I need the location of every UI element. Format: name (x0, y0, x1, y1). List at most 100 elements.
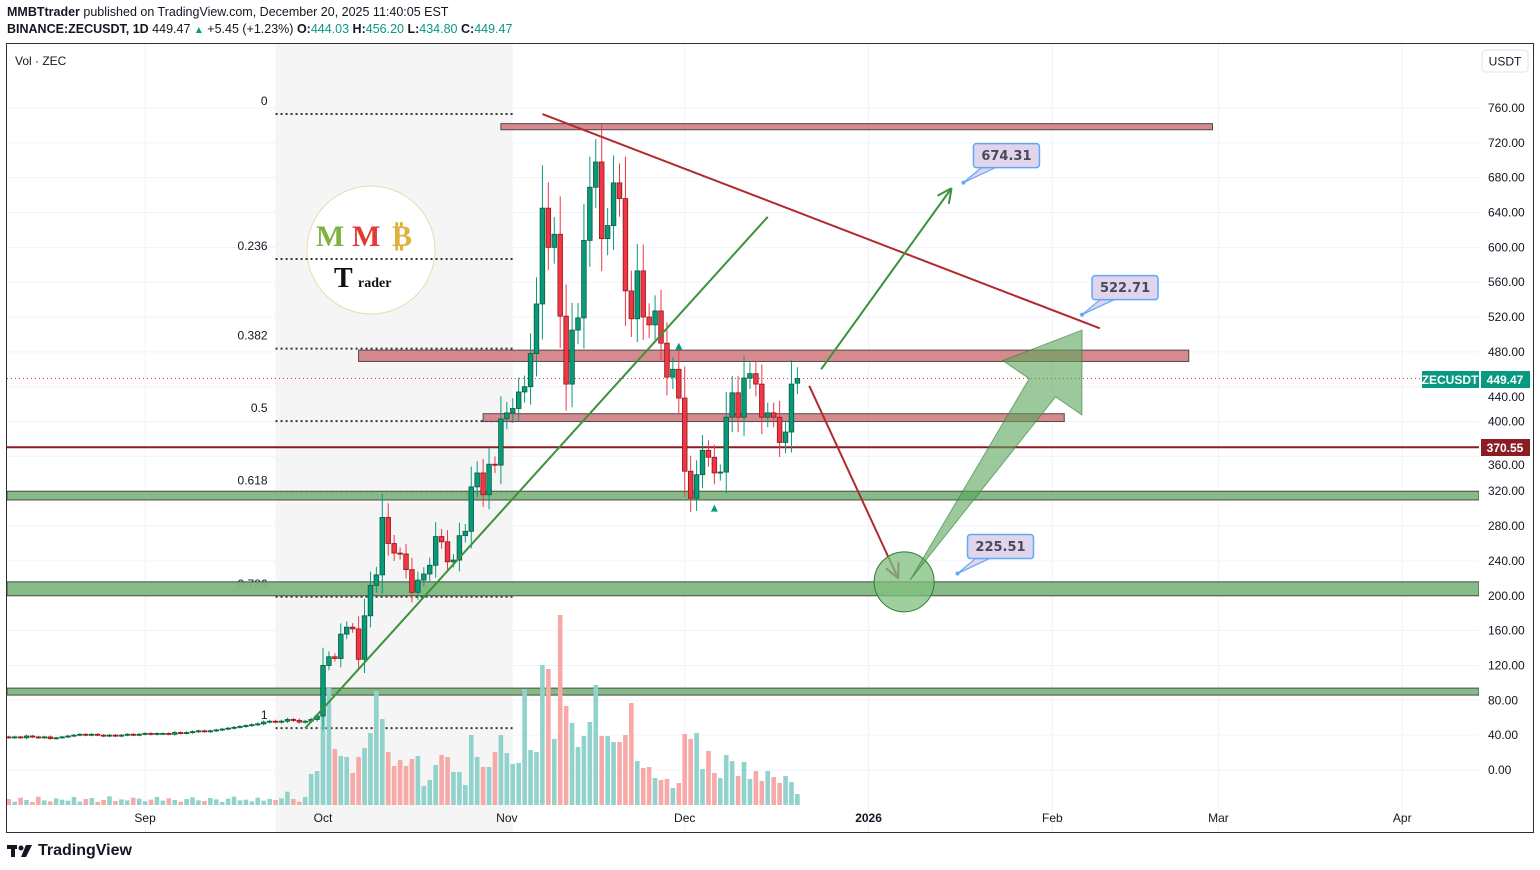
candle[interactable] (243, 724, 249, 728)
price-callout[interactable]: 522.71 (1080, 274, 1159, 317)
candle[interactable] (527, 333, 534, 405)
candle[interactable] (41, 735, 47, 739)
candle[interactable] (492, 456, 498, 473)
green-zone[interactable] (7, 687, 1479, 696)
candle[interactable] (136, 733, 142, 737)
plot-area[interactable]: MM₿Trader00.2360.3820.50.6180.7861674.31… (0, 44, 1479, 832)
candle[interactable] (409, 557, 415, 603)
candle[interactable] (59, 735, 65, 739)
candle[interactable] (415, 571, 421, 600)
candle[interactable] (385, 503, 391, 556)
candle[interactable] (403, 543, 409, 579)
candle[interactable] (658, 289, 664, 362)
candle[interactable] (563, 284, 569, 411)
candle[interactable] (711, 444, 718, 485)
red-zone[interactable] (358, 349, 1190, 362)
candle[interactable] (438, 529, 445, 549)
candle[interactable] (693, 460, 700, 511)
red-trendline[interactable] (542, 113, 1101, 330)
candle[interactable] (634, 244, 640, 343)
candle[interactable] (539, 165, 546, 340)
candle[interactable] (759, 364, 765, 435)
candle[interactable] (11, 735, 18, 739)
price-callout[interactable]: 225.51 (955, 533, 1035, 576)
candle[interactable] (35, 735, 42, 739)
candle[interactable] (361, 598, 368, 674)
candle[interactable] (284, 717, 291, 723)
candle[interactable] (747, 362, 753, 389)
candle[interactable] (604, 208, 611, 256)
candle[interactable] (100, 734, 107, 738)
candle[interactable] (545, 182, 552, 271)
candle[interactable] (486, 447, 492, 510)
green-zone[interactable] (7, 581, 1479, 597)
candle[interactable] (480, 458, 486, 508)
candle[interactable] (172, 731, 178, 736)
candle[interactable] (521, 375, 528, 403)
candle[interactable] (557, 196, 563, 348)
candle[interactable] (782, 420, 789, 454)
candle[interactable] (29, 734, 36, 738)
candle[interactable] (231, 725, 237, 730)
candle[interactable] (344, 621, 350, 640)
candle[interactable] (272, 719, 279, 724)
candle[interactable] (776, 400, 783, 457)
candle[interactable] (71, 734, 77, 738)
candle[interactable] (338, 623, 344, 668)
candle[interactable] (397, 547, 403, 560)
candle[interactable] (112, 734, 119, 738)
candle[interactable] (47, 735, 53, 740)
candle[interactable] (118, 734, 125, 738)
candle[interactable] (622, 156, 629, 326)
candle[interactable] (551, 216, 557, 264)
candle[interactable] (670, 356, 676, 389)
candle[interactable] (587, 156, 593, 267)
candle[interactable] (106, 734, 113, 738)
author-name[interactable]: MMBTtrader (7, 5, 80, 19)
candle[interactable] (664, 322, 670, 396)
candle[interactable] (569, 302, 575, 408)
candle[interactable] (249, 723, 255, 727)
candle[interactable] (130, 733, 136, 737)
candle[interactable] (373, 566, 380, 593)
candle[interactable] (207, 729, 214, 733)
candle[interactable] (326, 651, 332, 671)
candle[interactable] (17, 735, 24, 739)
candle[interactable] (255, 722, 261, 727)
candle[interactable] (160, 732, 166, 735)
candle[interactable] (266, 719, 273, 724)
candle[interactable] (699, 434, 706, 489)
candle[interactable] (682, 366, 688, 497)
candle[interactable] (154, 732, 160, 736)
candle[interactable] (148, 732, 154, 736)
red-zone[interactable] (500, 123, 1213, 131)
candle[interactable] (391, 534, 397, 561)
candle[interactable] (142, 732, 148, 736)
candle[interactable] (610, 155, 617, 250)
candle[interactable] (444, 530, 451, 573)
candle[interactable] (183, 731, 190, 735)
candle[interactable] (225, 726, 231, 731)
candle[interactable] (593, 139, 599, 209)
candle[interactable] (770, 402, 777, 428)
candle[interactable] (427, 557, 433, 582)
candle[interactable] (456, 522, 463, 572)
big-green-arrow[interactable] (909, 329, 1083, 581)
candle[interactable] (166, 732, 172, 736)
candle[interactable] (599, 123, 605, 272)
green-zone[interactable] (7, 490, 1479, 501)
candle[interactable] (77, 733, 83, 737)
candle[interactable] (124, 733, 131, 737)
tradingview-logo[interactable]: TradingView (7, 842, 132, 860)
candle[interactable] (219, 727, 225, 732)
candle[interactable] (83, 733, 89, 737)
candle[interactable] (741, 356, 747, 436)
candle[interactable] (302, 719, 308, 724)
candle[interactable] (735, 376, 741, 433)
candle[interactable] (510, 398, 516, 423)
candle[interactable] (432, 522, 439, 578)
candle[interactable] (213, 728, 219, 732)
candle[interactable] (640, 244, 646, 340)
candle[interactable] (201, 729, 208, 733)
